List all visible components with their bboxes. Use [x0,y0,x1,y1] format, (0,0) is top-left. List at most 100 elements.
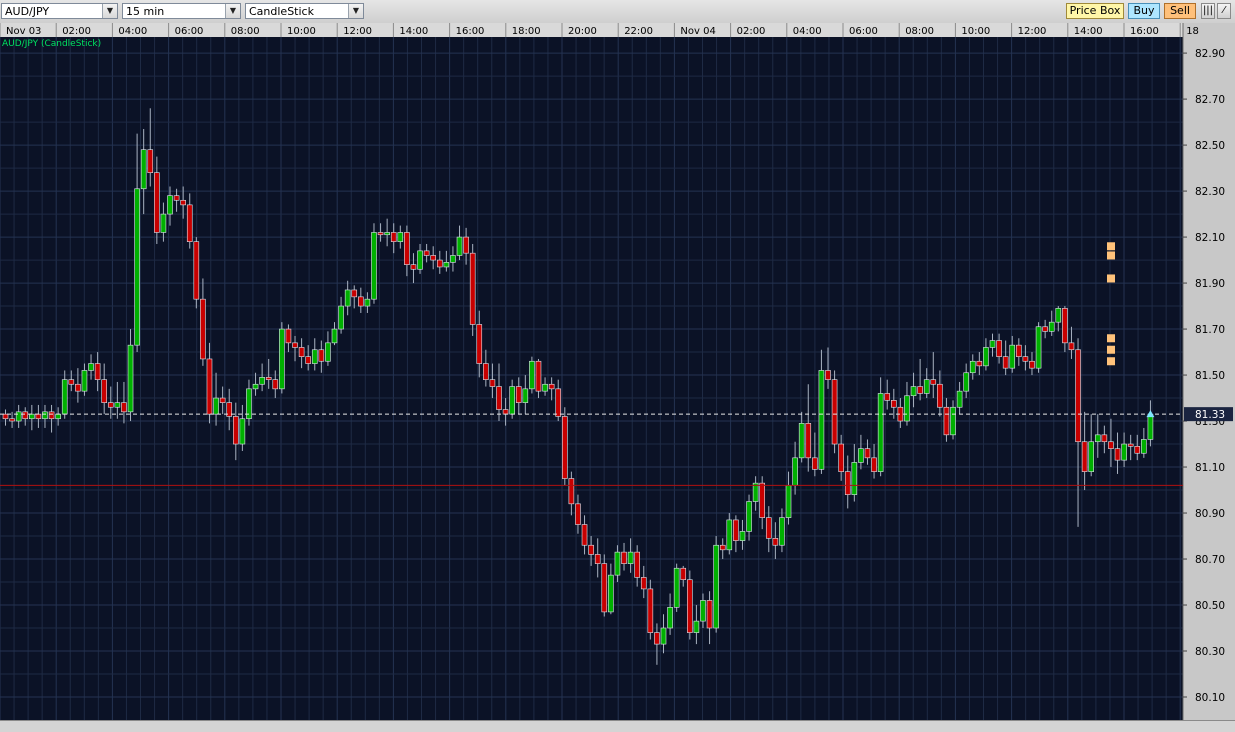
candle [608,563,614,615]
candle-body [779,517,785,546]
candle-body [107,402,114,408]
candle-body [285,328,292,344]
candle-body [627,551,634,564]
candle [121,381,127,424]
x-tick-label: 22:00 [624,26,653,37]
timeframe-select[interactable]: 15 min ▼ [122,3,241,19]
candle [910,372,917,408]
candle [364,292,371,313]
status-bar [0,720,1235,732]
candle-body [430,255,437,261]
candle-body [805,423,812,459]
candle-body [423,250,430,256]
candle [42,404,48,428]
buy-button[interactable]: Buy [1128,3,1160,19]
candle [219,386,226,415]
candle-body [680,567,687,581]
draw-line-icon[interactable]: ⁄ [1217,3,1231,19]
candle-body [594,554,601,564]
candle [265,358,272,389]
candle [594,538,601,578]
candle [154,156,160,244]
chevron-down-icon[interactable]: ▼ [348,4,363,18]
symbol-select[interactable]: AUD/JPY ▼ [1,3,118,19]
candle [81,363,88,396]
order-marker[interactable] [1107,274,1115,283]
candle [226,388,233,431]
x-tick-label: Nov 04 [680,26,715,37]
candle [338,296,344,334]
candle-body [1029,360,1035,369]
candle [436,250,443,274]
candle-body [983,347,989,367]
order-marker[interactable] [1107,334,1115,343]
candle [200,278,206,366]
candle [456,225,463,261]
candle-body [1147,413,1154,440]
candle [443,250,450,272]
price-arrow-icon [1146,410,1155,418]
bar-chart-icon[interactable]: ||| [1201,3,1215,19]
candle [390,223,397,254]
candle [1055,306,1062,332]
candle-body [1134,446,1141,454]
candle-body [713,544,719,629]
candle-body [956,390,963,408]
candle-body [193,241,200,300]
x-tick-label: 12:00 [1018,26,1047,37]
candle-body [226,402,233,417]
candle-body [1002,356,1009,369]
candle-body [259,377,265,385]
candle-body [943,406,950,436]
sell-button[interactable]: Sell [1164,3,1196,19]
candle [397,225,404,249]
y-tick-label: 81.90 [1195,278,1225,290]
candle [561,407,568,486]
candle [687,570,693,640]
candlestick-chart[interactable]: Nov 03 02:00 04:00 06:00 08:00 10:00 12:00 14:0… [0,23,1235,720]
candle [1048,310,1055,336]
candle [1029,352,1035,376]
candle-body [634,551,640,578]
candle-body [844,471,851,495]
candle-body [1127,443,1134,447]
candle-body [489,379,496,387]
y-tick-label: 80.70 [1195,554,1225,566]
candle-body [338,305,344,330]
order-marker[interactable] [1107,251,1115,260]
candle [410,253,417,284]
candle [1075,338,1081,527]
candle [693,605,700,645]
candle [1141,427,1147,458]
order-marker[interactable] [1107,242,1115,251]
candle [884,379,891,410]
candle [1042,319,1048,339]
candle-body [1062,308,1068,344]
chart-style-select[interactable]: CandleStick ▼ [245,3,364,19]
chevron-down-icon[interactable]: ▼ [225,4,240,18]
price-box-button[interactable]: Price Box [1066,3,1124,19]
candle [1127,434,1134,461]
candle-body [765,517,772,539]
candle-body [561,416,568,479]
candle [48,404,55,433]
chevron-down-icon[interactable]: ▼ [102,4,117,18]
candle [167,186,173,226]
candle [614,545,621,583]
candle-body [456,236,463,256]
candle-body [298,347,305,357]
candle-body [904,395,910,422]
candle [371,223,377,304]
candle-body [700,600,706,622]
order-marker[interactable] [1107,357,1115,366]
candle [627,538,634,573]
order-marker[interactable] [1107,345,1115,354]
y-axis: 82.90 82.70 82.50 82.30 82.10 81.90 81.70 81.50… [1182,23,1235,720]
candle-body [621,551,627,564]
candle-body [377,232,384,236]
candle-body [265,377,272,380]
candle-body [325,342,331,362]
candle [430,246,437,270]
candle-body [436,259,443,268]
candle [660,614,667,654]
